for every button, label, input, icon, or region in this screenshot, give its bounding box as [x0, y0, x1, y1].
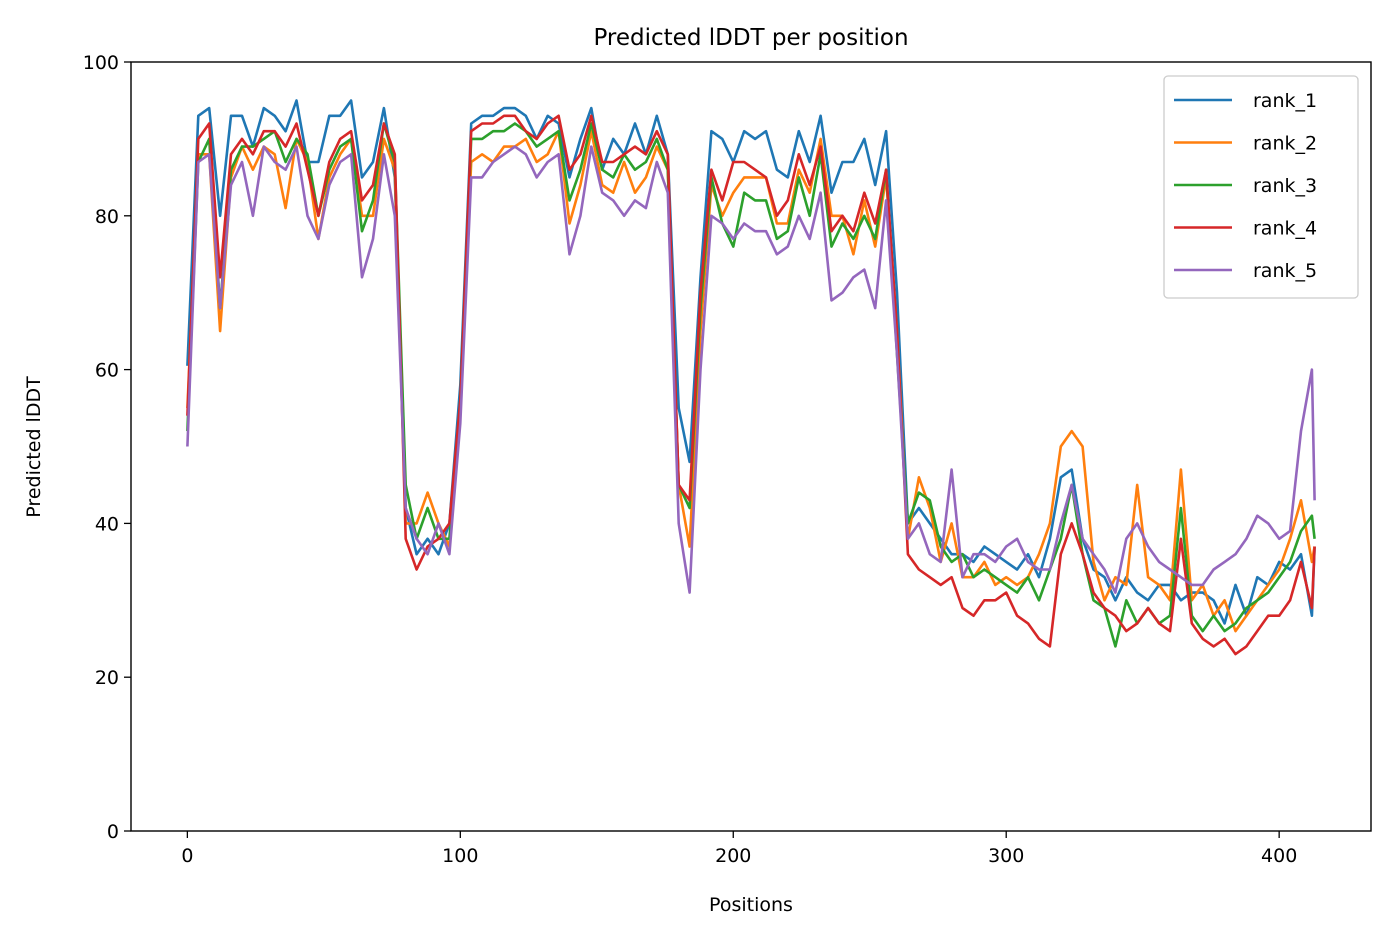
legend-box: [1163, 75, 1359, 299]
legend-label: rank_5: [1253, 260, 1317, 282]
legend-label: rank_1: [1253, 90, 1317, 112]
chart-title: Predicted lDDT per position: [593, 25, 908, 51]
x-tick-label: 400: [1261, 845, 1297, 867]
x-axis-label: Positions: [709, 894, 793, 916]
series-line-rank-1: [186, 99, 1316, 625]
legend: rank_1 rank_2 rank_3 rank_4 rank_5: [1163, 75, 1359, 299]
legend-label: rank_3: [1253, 175, 1317, 197]
series-line-rank-5: [186, 145, 1316, 594]
x-axis-ticks: 0 100 200 300 400: [181, 831, 1297, 867]
y-tick-label: 100: [83, 52, 119, 74]
series-line-rank-2: [186, 129, 1316, 633]
y-tick-label: 40: [95, 513, 119, 535]
y-axis-label: Predicted lDDT: [23, 376, 45, 518]
x-tick-label: 100: [442, 845, 478, 867]
legend-label: rank_4: [1253, 218, 1317, 240]
plot-lines: [186, 99, 1316, 656]
legend-label: rank_2: [1253, 133, 1317, 155]
y-tick-label: 20: [95, 667, 119, 689]
y-axis-ticks: 0 20 40 60 80 100: [83, 52, 131, 843]
x-tick-label: 300: [988, 845, 1024, 867]
x-tick-label: 200: [715, 845, 751, 867]
axes-frame: [130, 61, 1372, 832]
series-line-rank-3: [186, 122, 1316, 648]
x-tick-label: 0: [181, 845, 193, 867]
y-tick-label: 80: [95, 206, 119, 228]
y-tick-label: 0: [107, 821, 119, 843]
series-line-rank-4: [186, 114, 1316, 656]
y-tick-label: 60: [95, 360, 119, 382]
